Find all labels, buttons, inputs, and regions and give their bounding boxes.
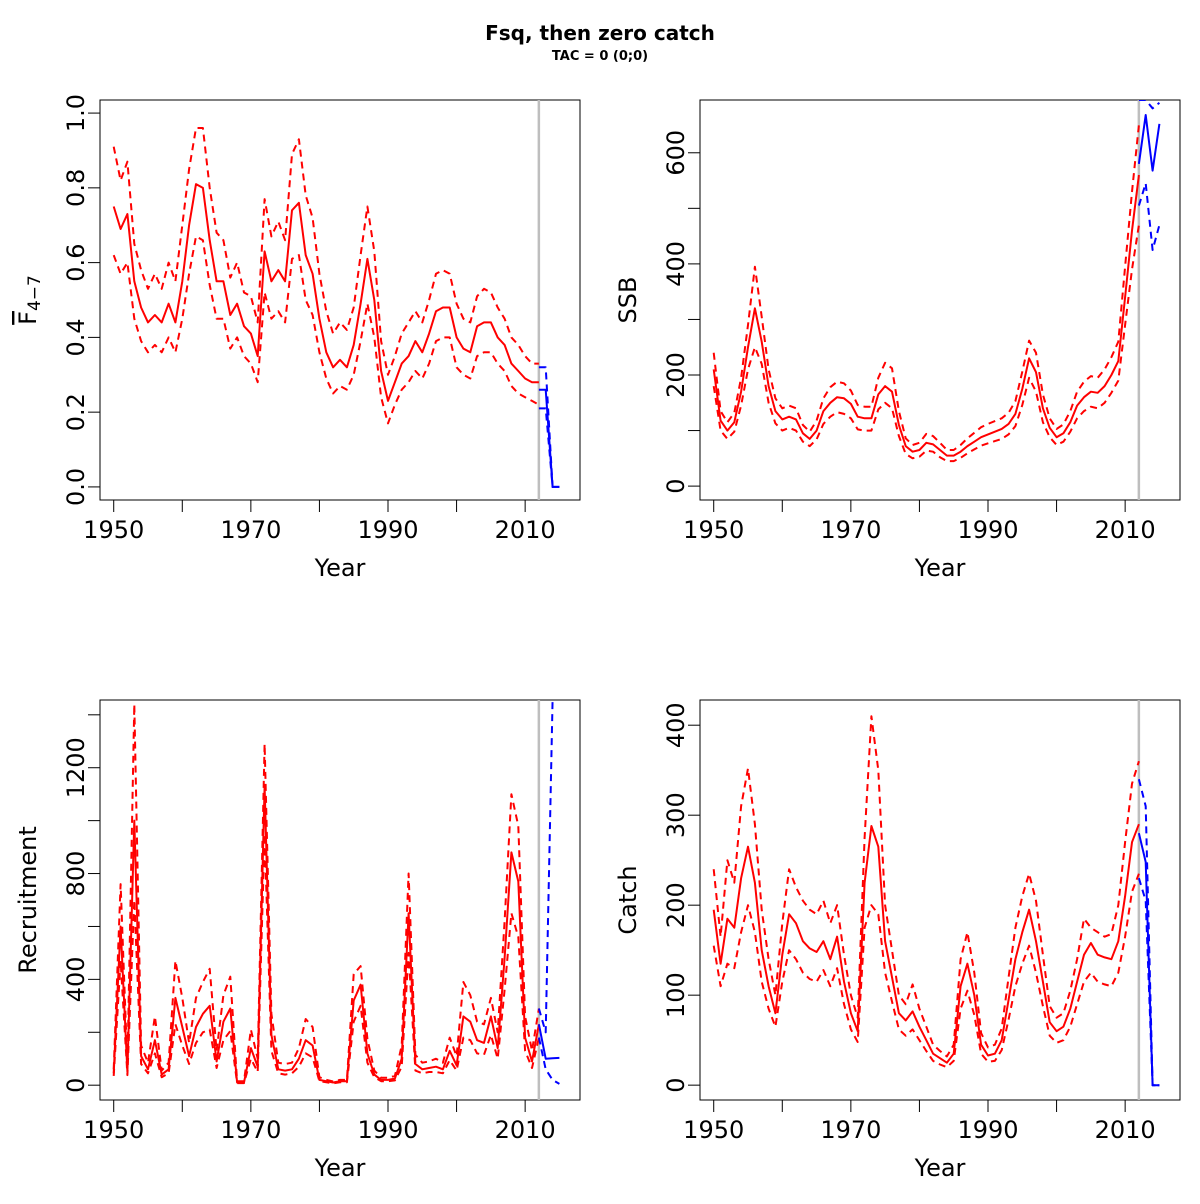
series-upper	[712, 124, 1140, 451]
figure-title: Fsq, then zero catch	[485, 21, 715, 45]
series-lower	[712, 224, 1140, 463]
panel-top-left: 1950 1970 1990 2010 0.0 0.2 0.4 0.6 0.8 1.0 Year F4…	[14, 94, 581, 582]
y-tick-label: 400	[662, 241, 690, 287]
y-tick-label: 600	[662, 130, 690, 176]
y-tick-label: 400	[62, 956, 90, 1002]
series-projection	[537, 1024, 560, 1060]
y-tick-label: 0.0	[62, 468, 90, 506]
y-axis-label: Catch	[614, 865, 642, 934]
series-upper	[112, 703, 540, 1083]
plot-frame	[99, 99, 581, 501]
series-projection	[1137, 832, 1160, 1087]
series-projection-upper	[1138, 100, 1161, 110]
x-tick-label: 1970	[820, 516, 881, 544]
y-tick-label: 0	[62, 1078, 90, 1093]
y-tick-label: 0	[662, 1078, 690, 1093]
y-tick-label: 1200	[62, 737, 90, 798]
y-tick-label: 0.4	[62, 318, 90, 356]
panel-bottom-left: 1950 1970 1990 2010 0 400 800 1200 Year Recruitme…	[14, 699, 581, 1182]
series-projection-upper	[537, 700, 554, 1034]
x-axis-label: Year	[914, 554, 966, 582]
x-tick-label: 1970	[220, 516, 281, 544]
panels: 1950 1970 1990 2010 0.0 0.2 0.4 0.6 0.8 1.0 Year F4…	[14, 94, 1181, 1182]
y-tick-label: 400	[662, 702, 690, 748]
panel-top-right: 1950 1970 1990 2010 0 200 400 600 Year SSB	[614, 99, 1181, 582]
series-upper	[712, 715, 1140, 1058]
x-tick-label: 1950	[83, 516, 144, 544]
y-tick-label: 300	[662, 792, 690, 838]
x-tick-label: 2010	[1095, 516, 1156, 544]
x-tick-label: 2010	[495, 516, 556, 544]
y-axis-label: Recruitment	[14, 826, 42, 973]
series-upper	[112, 127, 539, 376]
plot-frame	[699, 99, 1181, 501]
y-tick-label: 100	[662, 972, 690, 1018]
series-projection	[538, 388, 560, 488]
x-axis-label: Year	[314, 1154, 366, 1182]
y-tick-label: 0.8	[62, 169, 90, 207]
series-estimate	[712, 823, 1140, 1064]
series-projection-upper	[1137, 778, 1160, 1087]
figure-subtitle: TAC = 0 (0;0)	[552, 49, 648, 64]
plot-frame	[99, 699, 581, 1101]
panel-bottom-right: 1950 1970 1990 2010 0 100 200 300 400 Year Catch	[614, 699, 1181, 1182]
y-tick-label: 200	[662, 352, 690, 398]
series-lower	[712, 873, 1140, 1069]
series-projection	[1137, 114, 1161, 172]
series-projection-lower	[537, 1037, 560, 1085]
y-tick-label: 0	[662, 478, 690, 493]
series-lower	[112, 832, 540, 1085]
y-tick-label: 0.6	[62, 244, 90, 282]
x-axis-label: Year	[314, 554, 366, 582]
x-axis-label: Year	[914, 1154, 966, 1182]
series-estimate	[112, 183, 539, 402]
x-tick-label: 1990	[357, 1116, 418, 1144]
x-tick-label: 2010	[495, 1116, 556, 1144]
x-tick-label: 1970	[820, 1116, 881, 1144]
plot-frame	[699, 699, 1181, 1101]
x-tick-label: 1990	[357, 516, 418, 544]
x-tick-label: 1970	[220, 1116, 281, 1144]
x-tick-label: 1990	[957, 1116, 1018, 1144]
x-tick-label: 2010	[1095, 1116, 1156, 1144]
y-axis-label: F4−7	[14, 275, 45, 325]
y-tick-label: 0.2	[62, 393, 90, 431]
y-axis-label: SSB	[614, 277, 642, 324]
y-tick-label: 1.0	[62, 94, 90, 132]
series-estimate	[112, 785, 540, 1084]
x-tick-label: 1950	[83, 1116, 144, 1144]
x-tick-label: 1990	[957, 516, 1018, 544]
x-tick-label: 1950	[683, 516, 744, 544]
series-lower	[112, 235, 540, 425]
series-projection-lower	[1137, 182, 1161, 251]
y-tick-label: 200	[662, 882, 690, 928]
x-tick-label: 1950	[683, 1116, 744, 1144]
series-estimate	[712, 174, 1140, 457]
y-tick-label: 800	[62, 851, 90, 897]
